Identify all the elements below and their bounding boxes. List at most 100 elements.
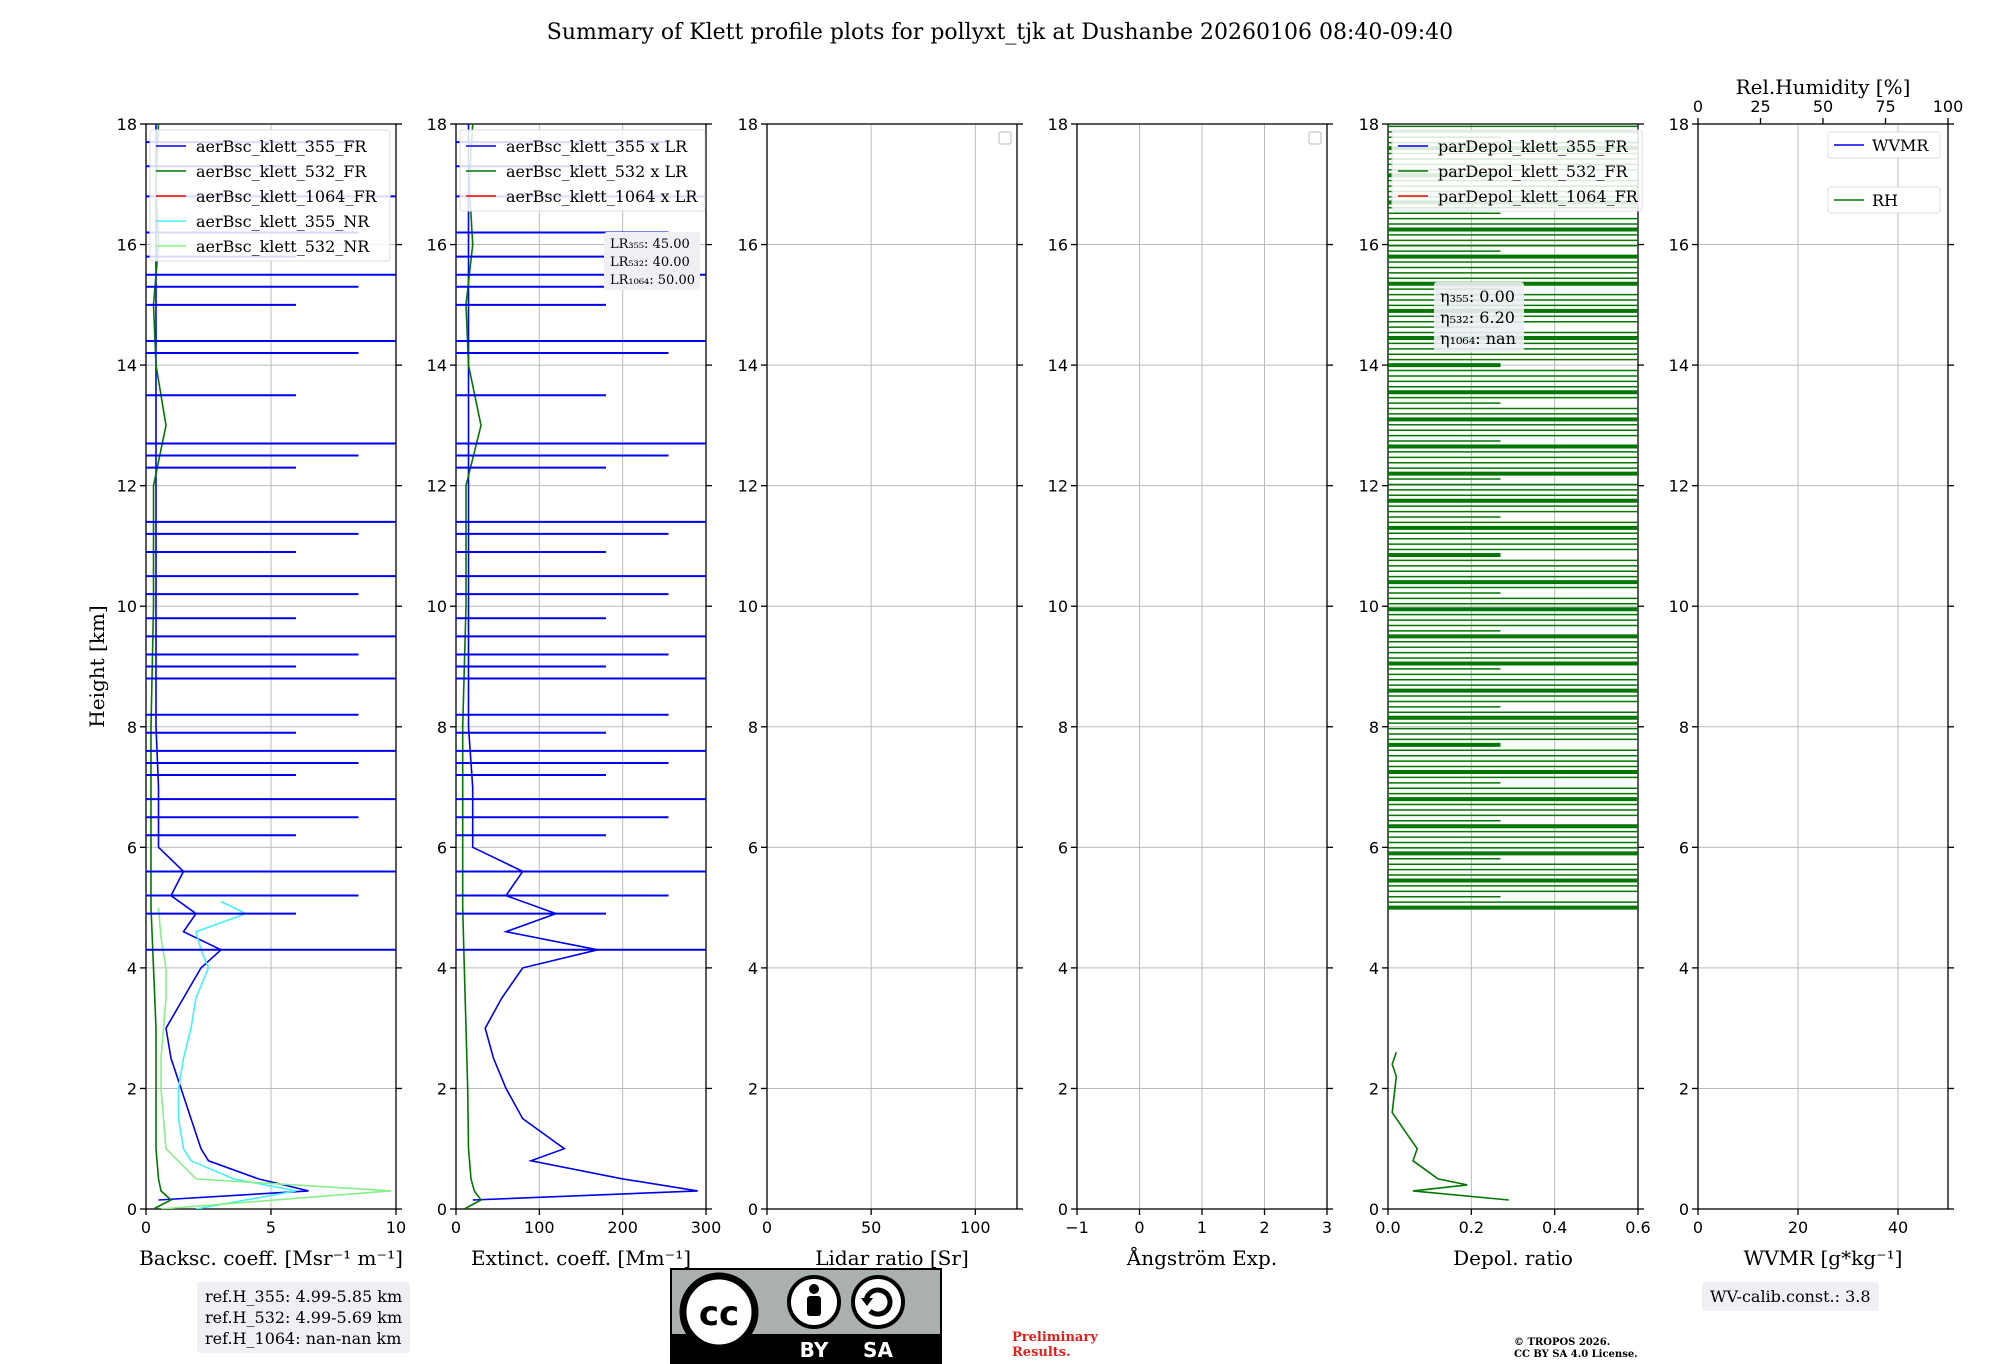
- y-tick-label: 4: [748, 959, 758, 978]
- x-tick-label: 2: [1259, 1218, 1269, 1237]
- y-tick-label: 6: [437, 838, 447, 857]
- legend-label: parDepol_klett_1064_FR: [1438, 187, 1639, 206]
- y-tick-label: 6: [1679, 838, 1689, 857]
- y-tick-label: 10: [117, 597, 137, 616]
- wv-calib-const: WV-calib.const.: 3.8: [1710, 1287, 1871, 1306]
- x-tick-label: 0: [1134, 1218, 1144, 1237]
- legend-box: [1391, 129, 1643, 212]
- ref-height-355: ref.H_355: 4.99-5.85 km: [205, 1287, 403, 1306]
- eta-value: η₁₀₆₄: nan: [1440, 329, 1516, 348]
- y-tick-label: 4: [1369, 959, 1379, 978]
- y-tick-label: 0: [1679, 1200, 1689, 1219]
- x-tick-label: 0.2: [1459, 1218, 1484, 1237]
- y-tick-label: 18: [1048, 115, 1068, 134]
- y-tick-label: 6: [1058, 838, 1068, 857]
- y-tick-label: 8: [1058, 718, 1068, 737]
- x-tick-label: 0.4: [1542, 1218, 1567, 1237]
- lidar-ratio-value: LR₃₅₅: 45.00: [610, 237, 690, 252]
- x2-axis-label: Rel.Humidity [%]: [1736, 75, 1911, 99]
- legend-label: aerBsc_klett_532_NR: [196, 237, 370, 256]
- profile-line: [157, 907, 392, 1209]
- lidar-ratio-value: LR₁₀₆₄: 50.00: [610, 273, 695, 288]
- y-tick-label: 14: [1359, 356, 1379, 375]
- profile-line: [177, 900, 297, 1209]
- eta-box: [1434, 282, 1524, 352]
- y-tick-label: 0: [437, 1200, 447, 1219]
- wv-calib-box: WV-calib.const.: 3.8: [1702, 1282, 1879, 1311]
- legend-box: [1827, 186, 1941, 214]
- x-tick-label: −1: [1065, 1218, 1089, 1237]
- x-axis-label: Backsc. coeff. [Msr⁻¹ m⁻¹]: [139, 1246, 403, 1270]
- data-layer: [456, 124, 706, 1209]
- legend-label: WVMR: [1872, 136, 1929, 155]
- y-tick-label: 4: [1058, 959, 1068, 978]
- y-tick-label: 10: [1359, 597, 1379, 616]
- ref-height-box: ref.H_355: 4.99-5.85 km ref.H_532: 4.99-…: [197, 1282, 411, 1353]
- y-tick-label: 14: [427, 356, 447, 375]
- y-tick-label: 2: [1058, 1079, 1068, 1098]
- x-tick-label: 0.0: [1375, 1218, 1400, 1237]
- y-tick-label: 16: [738, 236, 758, 255]
- y-tick-label: 4: [127, 959, 137, 978]
- legend-label: RH: [1872, 191, 1898, 210]
- axes-frame: [1387, 123, 1639, 1210]
- x2-tick-label: 50: [1813, 97, 1833, 116]
- y-tick-label: 12: [1669, 477, 1689, 496]
- x2-tick-label: 25: [1750, 97, 1770, 116]
- x-tick-label: 0.6: [1625, 1218, 1650, 1237]
- legend-label: aerBsc_klett_1064_FR: [196, 187, 378, 206]
- legend-label: aerBsc_klett_1064 x LR: [506, 187, 698, 206]
- y-tick-label: 14: [1669, 356, 1689, 375]
- legend-label: parDepol_klett_532_FR: [1438, 162, 1629, 181]
- y-tick-label: 2: [1679, 1079, 1689, 1098]
- legend-label: aerBsc_klett_355_FR: [196, 137, 367, 156]
- y-tick-label: 12: [427, 477, 447, 496]
- y-tick-label: 10: [1048, 597, 1068, 616]
- y-tick-label: 16: [1669, 236, 1689, 255]
- y-axis-label: Height [km]: [85, 605, 109, 727]
- legend-box: [459, 129, 706, 212]
- x-tick-label: 50: [861, 1218, 881, 1237]
- y-tick-label: 14: [1048, 356, 1068, 375]
- x-tick-label: 100: [524, 1218, 555, 1237]
- x-axis-label: Depol. ratio: [1453, 1246, 1573, 1270]
- y-tick-label: 4: [1679, 959, 1689, 978]
- cc-sa-text: SA: [863, 1338, 893, 1362]
- cc-by-sa-icon: cc BY SA: [670, 1268, 942, 1364]
- y-tick-label: 14: [738, 356, 758, 375]
- x-axis-label: Lidar ratio [Sr]: [815, 1246, 969, 1270]
- y-tick-label: 8: [437, 718, 447, 737]
- legend-box: [149, 129, 391, 262]
- x-tick-label: 20: [1788, 1218, 1808, 1237]
- ref-height-532: ref.H_532: 4.99-5.69 km: [205, 1308, 403, 1327]
- y-tick-label: 14: [117, 356, 137, 375]
- y-tick-label: 0: [1058, 1200, 1068, 1219]
- y-tick-label: 8: [1679, 718, 1689, 737]
- y-tick-label: 16: [427, 236, 447, 255]
- y-tick-label: 6: [748, 838, 758, 857]
- y-tick-label: 10: [427, 597, 447, 616]
- y-tick-label: 0: [748, 1200, 758, 1219]
- y-tick-label: 0: [127, 1200, 137, 1219]
- y-tick-label: 10: [738, 597, 758, 616]
- y-tick-label: 18: [117, 115, 137, 134]
- y-tick-label: 18: [1359, 115, 1379, 134]
- legend-label: parDepol_klett_355_FR: [1438, 137, 1629, 156]
- y-tick-label: 6: [1369, 838, 1379, 857]
- y-tick-label: 6: [127, 838, 137, 857]
- y-tick-label: 2: [127, 1079, 137, 1098]
- x-tick-label: 0: [451, 1218, 461, 1237]
- empty-legend-box: [1308, 131, 1322, 145]
- empty-legend-box: [998, 131, 1012, 145]
- ref-height-1064: ref.H_1064: nan-nan km: [205, 1329, 402, 1348]
- y-tick-label: 18: [427, 115, 447, 134]
- x-axis-label: Extinct. coeff. [Mm⁻¹]: [471, 1246, 691, 1270]
- figure-title: Summary of Klett profile plots for polly…: [546, 20, 1454, 45]
- profile-line: [150, 124, 173, 1209]
- y-tick-label: 10: [1669, 597, 1689, 616]
- x-tick-label: 3: [1322, 1218, 1332, 1237]
- x-tick-label: 5: [266, 1218, 276, 1237]
- panel-3: 0 2 4 6 8 10 12 14 16 18 0 50 100 Lidar ratio [Sr]: [738, 115, 1023, 1270]
